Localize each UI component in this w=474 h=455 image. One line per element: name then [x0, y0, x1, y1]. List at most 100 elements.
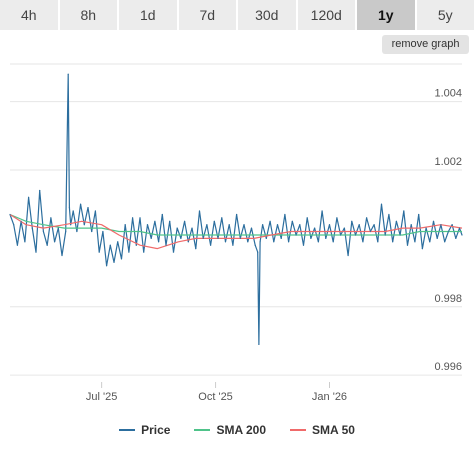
price-point [128, 251, 130, 253]
price-point [131, 217, 134, 219]
price-point [139, 217, 141, 219]
price-point [53, 241, 56, 243]
legend-label: SMA 200 [216, 423, 267, 437]
price-point [68, 207, 71, 209]
tab-1y[interactable]: 1y [357, 0, 417, 30]
price-point [302, 244, 305, 246]
price-point [27, 196, 30, 198]
price-point [265, 237, 267, 239]
price-point [250, 227, 253, 229]
price-point [67, 73, 69, 75]
price-point [24, 241, 26, 243]
price-point [440, 224, 442, 226]
price-point [187, 241, 189, 243]
price-point [273, 241, 275, 243]
tab-4h[interactable]: 4h [0, 0, 60, 30]
price-point [61, 254, 63, 257]
price-point [135, 244, 137, 246]
price-point [105, 265, 108, 267]
price-point [406, 244, 409, 246]
price-point [340, 234, 342, 236]
legend-item-price[interactable]: Price [119, 420, 170, 440]
price-point [373, 224, 375, 226]
legend-swatch [290, 429, 307, 431]
price-point [217, 237, 219, 239]
tab-1d[interactable]: 1d [119, 0, 179, 30]
price-point [284, 213, 286, 216]
price-point [362, 241, 364, 243]
price-point [392, 241, 394, 243]
price-point [94, 210, 97, 212]
price-point [76, 230, 78, 233]
price-point [202, 237, 204, 239]
price-point [180, 237, 182, 239]
price-point [451, 224, 453, 226]
price-point [239, 237, 241, 239]
price-point [161, 213, 163, 216]
chart-legend: Price SMA 200 SMA 50 [0, 420, 474, 440]
price-point [436, 237, 438, 239]
legend-item-sma-200[interactable]: SMA 200 [194, 420, 266, 440]
series-line-sma-50 [9, 213, 463, 250]
price-point [425, 227, 427, 229]
price-point [418, 213, 420, 216]
price-point [46, 244, 48, 246]
price-point [258, 343, 260, 345]
price-point [87, 207, 89, 209]
price-point [224, 241, 227, 243]
price-point [165, 244, 167, 246]
price-point [444, 241, 446, 243]
price-point [403, 210, 405, 212]
price-point [399, 234, 401, 236]
tab-7d[interactable]: 7d [178, 0, 238, 30]
series-line-price [9, 73, 463, 345]
price-point [254, 244, 256, 246]
price-point [310, 237, 312, 239]
legend-label: SMA 50 [312, 423, 355, 437]
price-point [154, 220, 156, 222]
price-point [347, 254, 349, 257]
price-point [369, 230, 371, 233]
y-tick-label: 1.004 [434, 88, 462, 100]
price-point [343, 227, 345, 229]
remove-graph-button[interactable]: remove graph [382, 35, 469, 54]
price-point [262, 224, 264, 226]
price-point [414, 241, 416, 243]
price-point [458, 227, 461, 229]
legend-item-sma-50[interactable]: SMA 50 [290, 420, 355, 440]
price-point [259, 241, 261, 243]
price-point [57, 227, 59, 229]
price-point [98, 251, 100, 253]
tab-5y[interactable]: 5y [416, 0, 474, 30]
price-point [172, 251, 175, 253]
price-point [236, 213, 238, 216]
tab-30d[interactable]: 30d [238, 0, 298, 30]
price-point [72, 210, 74, 212]
price-point [221, 217, 223, 219]
price-point [377, 241, 379, 243]
price-point [410, 224, 412, 226]
price-point [150, 237, 152, 239]
price-point [13, 224, 15, 226]
price-point [70, 224, 72, 226]
price-point [195, 248, 197, 250]
price-point [65, 230, 67, 233]
price-point [158, 241, 160, 243]
price-point [169, 220, 171, 222]
price-point [143, 251, 145, 253]
price-point [325, 237, 327, 239]
price-chart: 0.996 0.998 1.002 1.004 Jul '25 Oct '25 Jan '2… [9, 63, 463, 401]
price-point [280, 237, 282, 239]
price-point [109, 244, 111, 246]
tab-120d[interactable]: 120d [297, 0, 357, 30]
price-point [358, 224, 360, 226]
price-point [366, 217, 368, 219]
tab-8h[interactable]: 8h [59, 0, 119, 30]
price-point [336, 217, 338, 219]
y-tick-label: 0.998 [434, 293, 462, 305]
price-point [102, 230, 104, 233]
price-point [288, 241, 290, 243]
legend-label: Price [141, 423, 171, 437]
price-point [429, 241, 431, 243]
price-point [184, 220, 186, 222]
